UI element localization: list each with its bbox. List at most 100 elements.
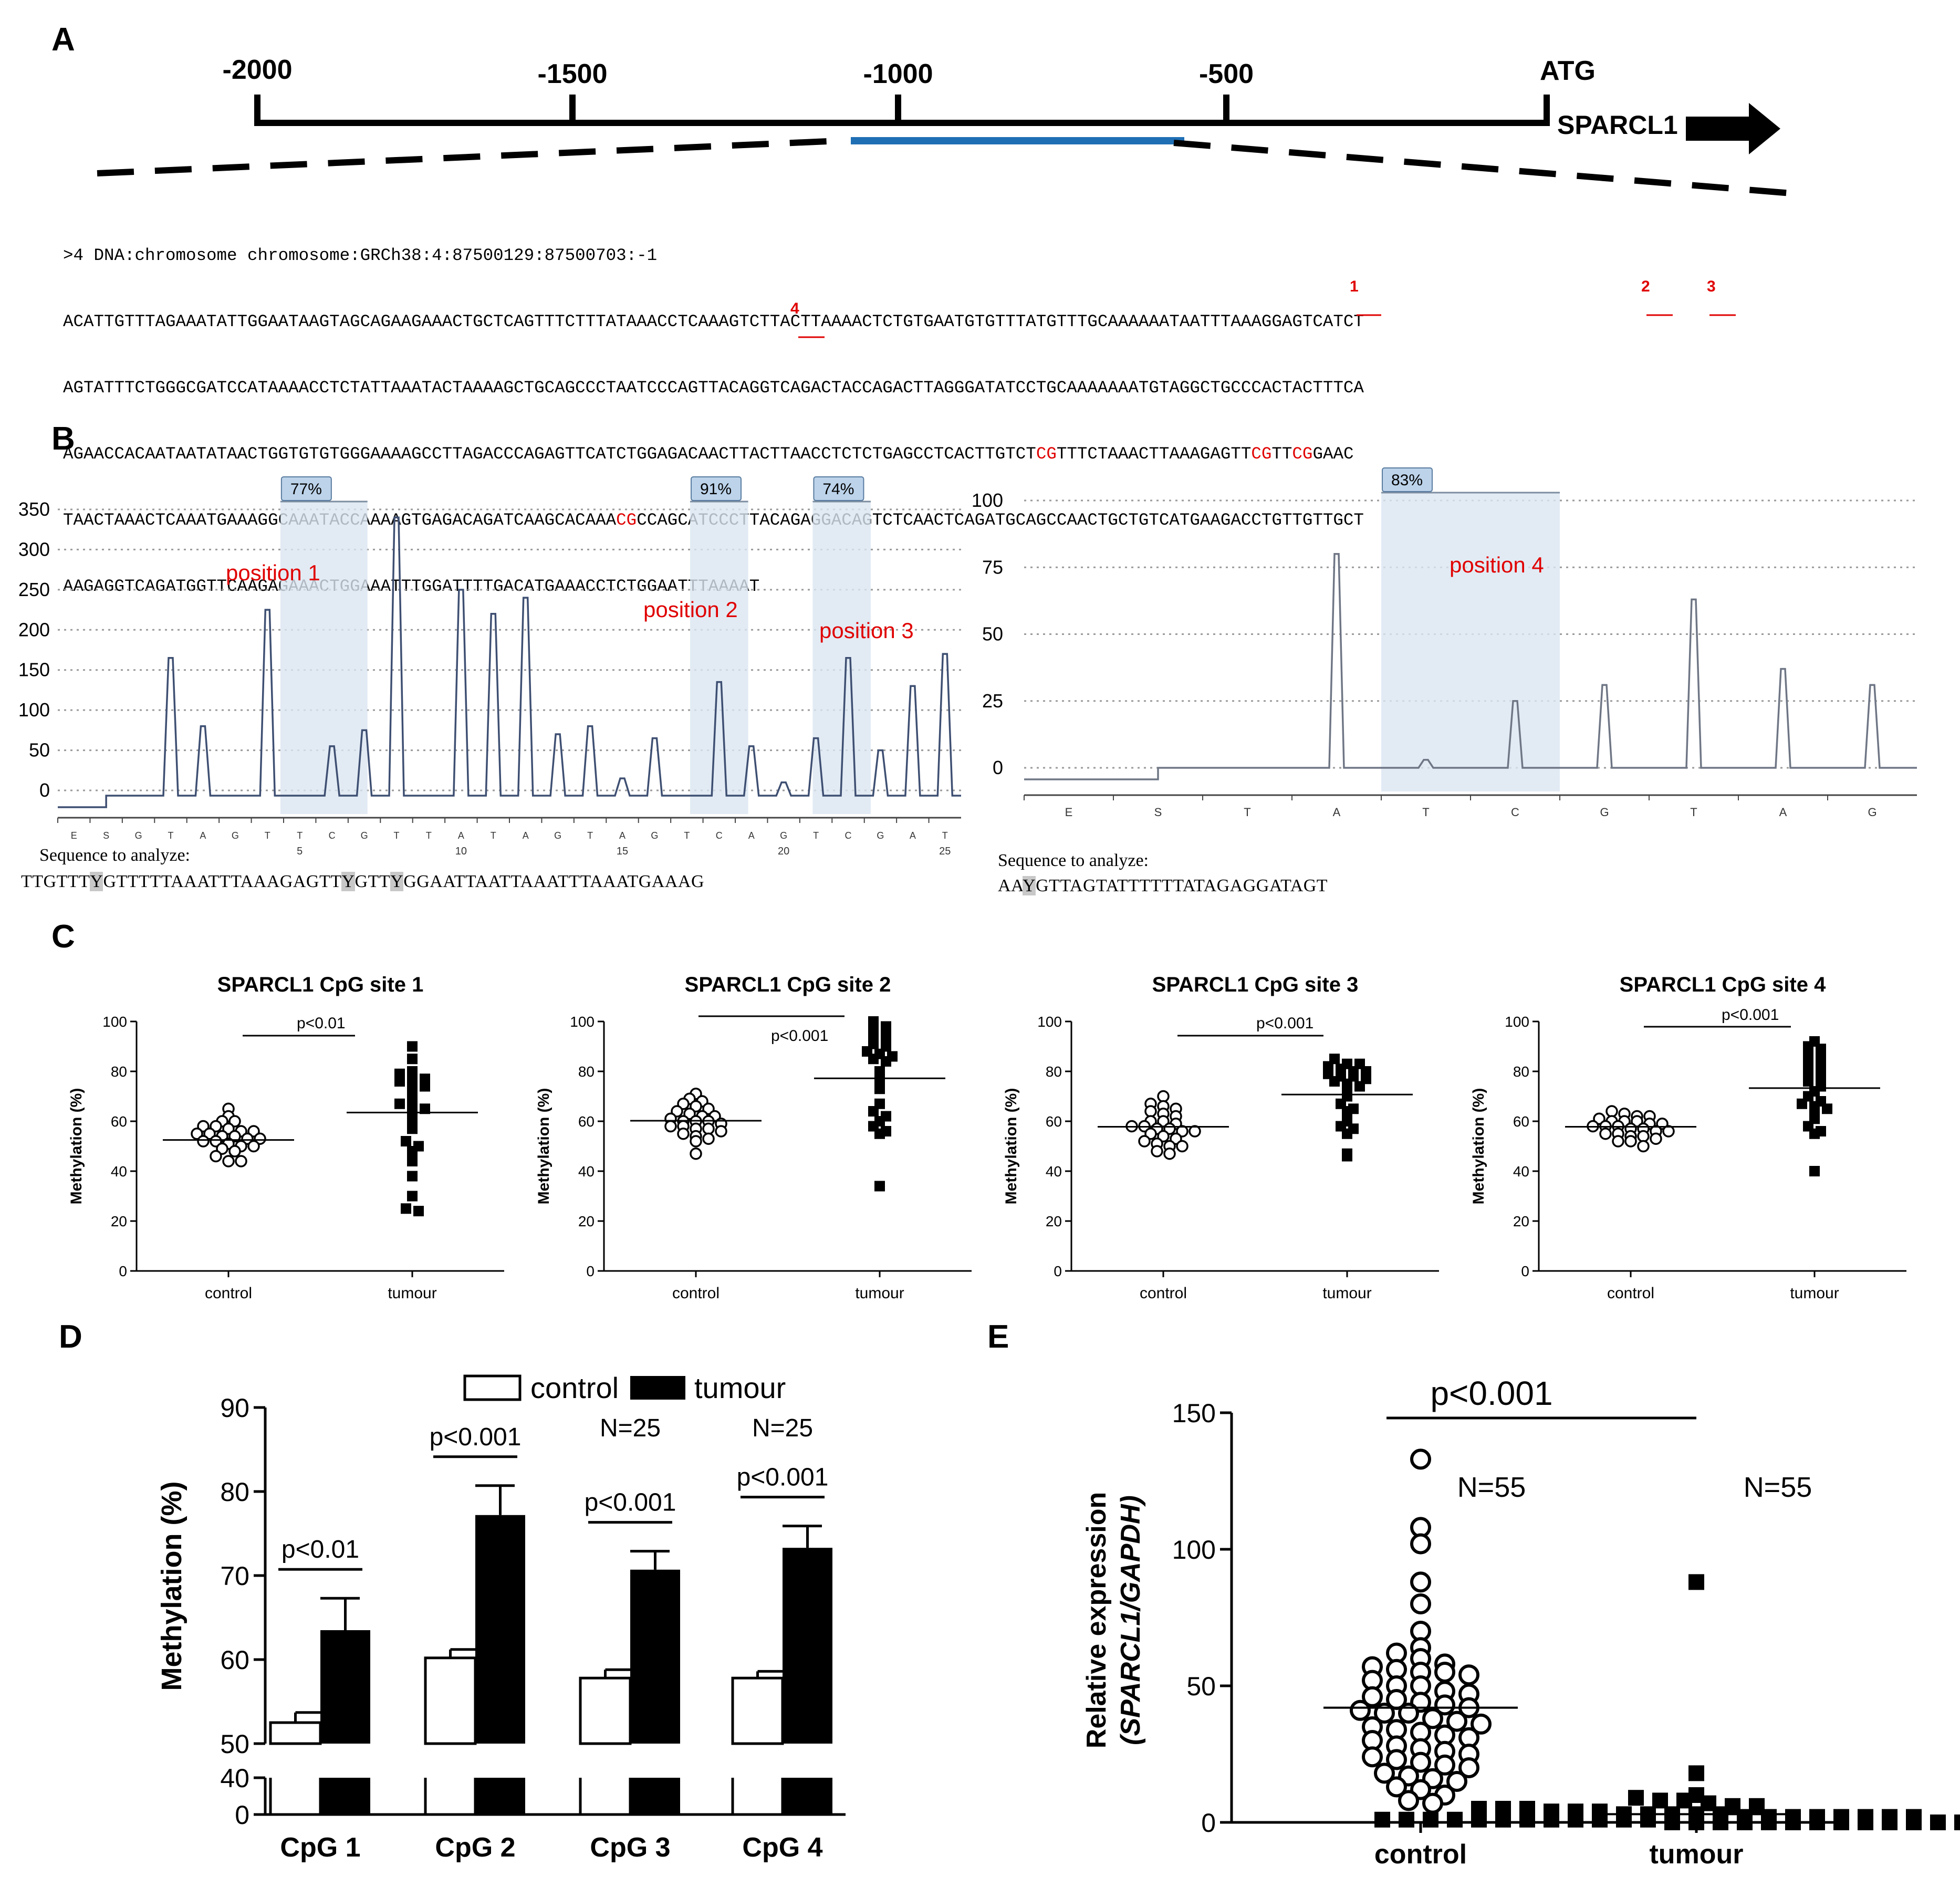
data-point-tumour: [407, 1041, 418, 1052]
data-point-control: [228, 1145, 241, 1158]
dispensation-label: G: [135, 830, 142, 841]
data-point-tumour: [1519, 1811, 1535, 1828]
percent-label: 83%: [1391, 472, 1423, 489]
y-axis-label: Methylation (%): [68, 1088, 85, 1205]
data-point-control: [1176, 1140, 1188, 1153]
dispensation-label: T: [491, 830, 496, 841]
y-tick-label: 100: [1172, 1535, 1216, 1565]
data-point-tumour: [1761, 1815, 1777, 1830]
y-tick-label: 100: [102, 1014, 127, 1030]
sequence-fragment: GAAC: [1312, 444, 1354, 464]
data-point-control: [1188, 1125, 1201, 1138]
data-point-tumour: [1544, 1811, 1559, 1828]
data-point-tumour: [1822, 1103, 1832, 1114]
y-tick-label: 80: [1513, 1063, 1529, 1080]
bar-control: [731, 1676, 784, 1745]
data-point-control: [702, 1122, 715, 1135]
x-tick-label: tumour: [1790, 1285, 1839, 1302]
dispensation-label: E: [1065, 806, 1073, 819]
y-tick-label: 80: [1046, 1063, 1062, 1080]
data-point-control: [247, 1140, 260, 1153]
y-tick-label: 150: [18, 659, 50, 681]
data-point-control: [1410, 1448, 1431, 1470]
p-value-label: p<0.001: [737, 1464, 829, 1492]
y-tick-label: 150: [1172, 1399, 1216, 1428]
p-value-label: p<0.001: [1722, 1006, 1779, 1024]
dispensation-label: G: [232, 830, 239, 841]
position-label: position 4: [1450, 552, 1544, 577]
dispensation-label: A: [748, 830, 755, 841]
p-value-label: p<0.001: [430, 1423, 522, 1451]
x-tick-label: control: [205, 1285, 252, 1302]
data-point-tumour: [1816, 1056, 1826, 1067]
panel-label-a: A: [51, 22, 75, 58]
dispensation-label: C: [329, 830, 336, 841]
data-point-control: [1151, 1145, 1163, 1158]
data-point-tumour: [868, 1054, 879, 1065]
axis-label: -1500: [538, 59, 608, 89]
y-axis-label: Methylation (%): [535, 1088, 552, 1205]
data-point-tumour: [1809, 1815, 1825, 1830]
data-point-tumour: [1803, 1076, 1813, 1087]
seq-variable-site: Y: [90, 872, 103, 891]
data-point-tumour: [1882, 1815, 1898, 1830]
y-tick-label: 200: [18, 619, 50, 640]
y-tick-label: 250: [18, 579, 50, 600]
dispensation-label: G: [877, 830, 884, 841]
dispensation-label: T: [168, 830, 174, 841]
data-point-tumour: [1688, 1765, 1704, 1781]
data-point-tumour: [1471, 1811, 1487, 1828]
data-point-tumour: [420, 1103, 430, 1114]
data-point-tumour: [1858, 1815, 1873, 1830]
seq-variable-site: Y: [341, 872, 355, 891]
panel-e-expression: 150 100 50 0 Relative expression (SPARCL1/GAP…: [1081, 1374, 1960, 1870]
data-point-control: [1624, 1135, 1637, 1148]
dispensation-label: E: [71, 830, 77, 841]
data-point-control: [1434, 1754, 1455, 1776]
seq-fragment: GTTAGTATTTTTTATAGAGGATAGT: [1036, 876, 1328, 895]
methylation-region: [1381, 493, 1560, 791]
cycle-number: 10: [455, 846, 467, 857]
data-point-control: [1386, 1776, 1407, 1798]
data-point-control: [1650, 1132, 1662, 1145]
data-point-tumour: [1495, 1811, 1511, 1828]
site-number: 2: [1641, 278, 1650, 295]
panel-label-d: D: [59, 1319, 82, 1355]
data-point-tumour: [394, 1098, 405, 1109]
position-label: position 1: [226, 560, 320, 585]
data-point-tumour: [1713, 1815, 1728, 1830]
legend-control-label: control: [530, 1371, 619, 1404]
data-point-tumour: [407, 1054, 418, 1065]
seq-variable-site: Y: [390, 872, 404, 891]
dispensation-label: T: [1690, 806, 1697, 819]
percent-badge: [1382, 467, 1433, 492]
y-axis-label-line1: Relative expression: [1081, 1492, 1112, 1748]
data-point-tumour: [401, 1203, 411, 1214]
data-point-tumour: [407, 1146, 418, 1156]
dispensation-label: G: [1600, 806, 1609, 819]
percent-label: 74%: [822, 481, 854, 498]
data-point-tumour: [407, 1156, 418, 1166]
y-tick-label: 60: [1513, 1113, 1529, 1130]
panel-label-e: E: [987, 1319, 1009, 1355]
data-point-control: [1637, 1140, 1650, 1153]
dispensation-label: G: [361, 830, 368, 841]
legend-tumour-swatch: [630, 1376, 685, 1400]
p-value-label: p<0.001: [585, 1489, 676, 1517]
cpg-site-3: CG: [1292, 444, 1313, 464]
y-tick-label: 40: [578, 1163, 595, 1180]
data-point-tumour: [1664, 1815, 1680, 1830]
bar-tumour: [320, 1630, 370, 1744]
cycle-number: 5: [297, 846, 303, 857]
y-tick-label: 0: [586, 1263, 595, 1279]
data-point-tumour: [868, 1016, 879, 1027]
dispensation-label: S: [103, 830, 109, 841]
dispensation-label: T: [587, 830, 593, 841]
data-point-tumour: [1628, 1790, 1644, 1806]
percent-badge: [280, 476, 332, 501]
data-point-tumour: [1688, 1574, 1704, 1590]
data-point-control: [677, 1128, 690, 1140]
bar-control: [269, 1721, 322, 1745]
n-label: N=25: [600, 1414, 661, 1442]
